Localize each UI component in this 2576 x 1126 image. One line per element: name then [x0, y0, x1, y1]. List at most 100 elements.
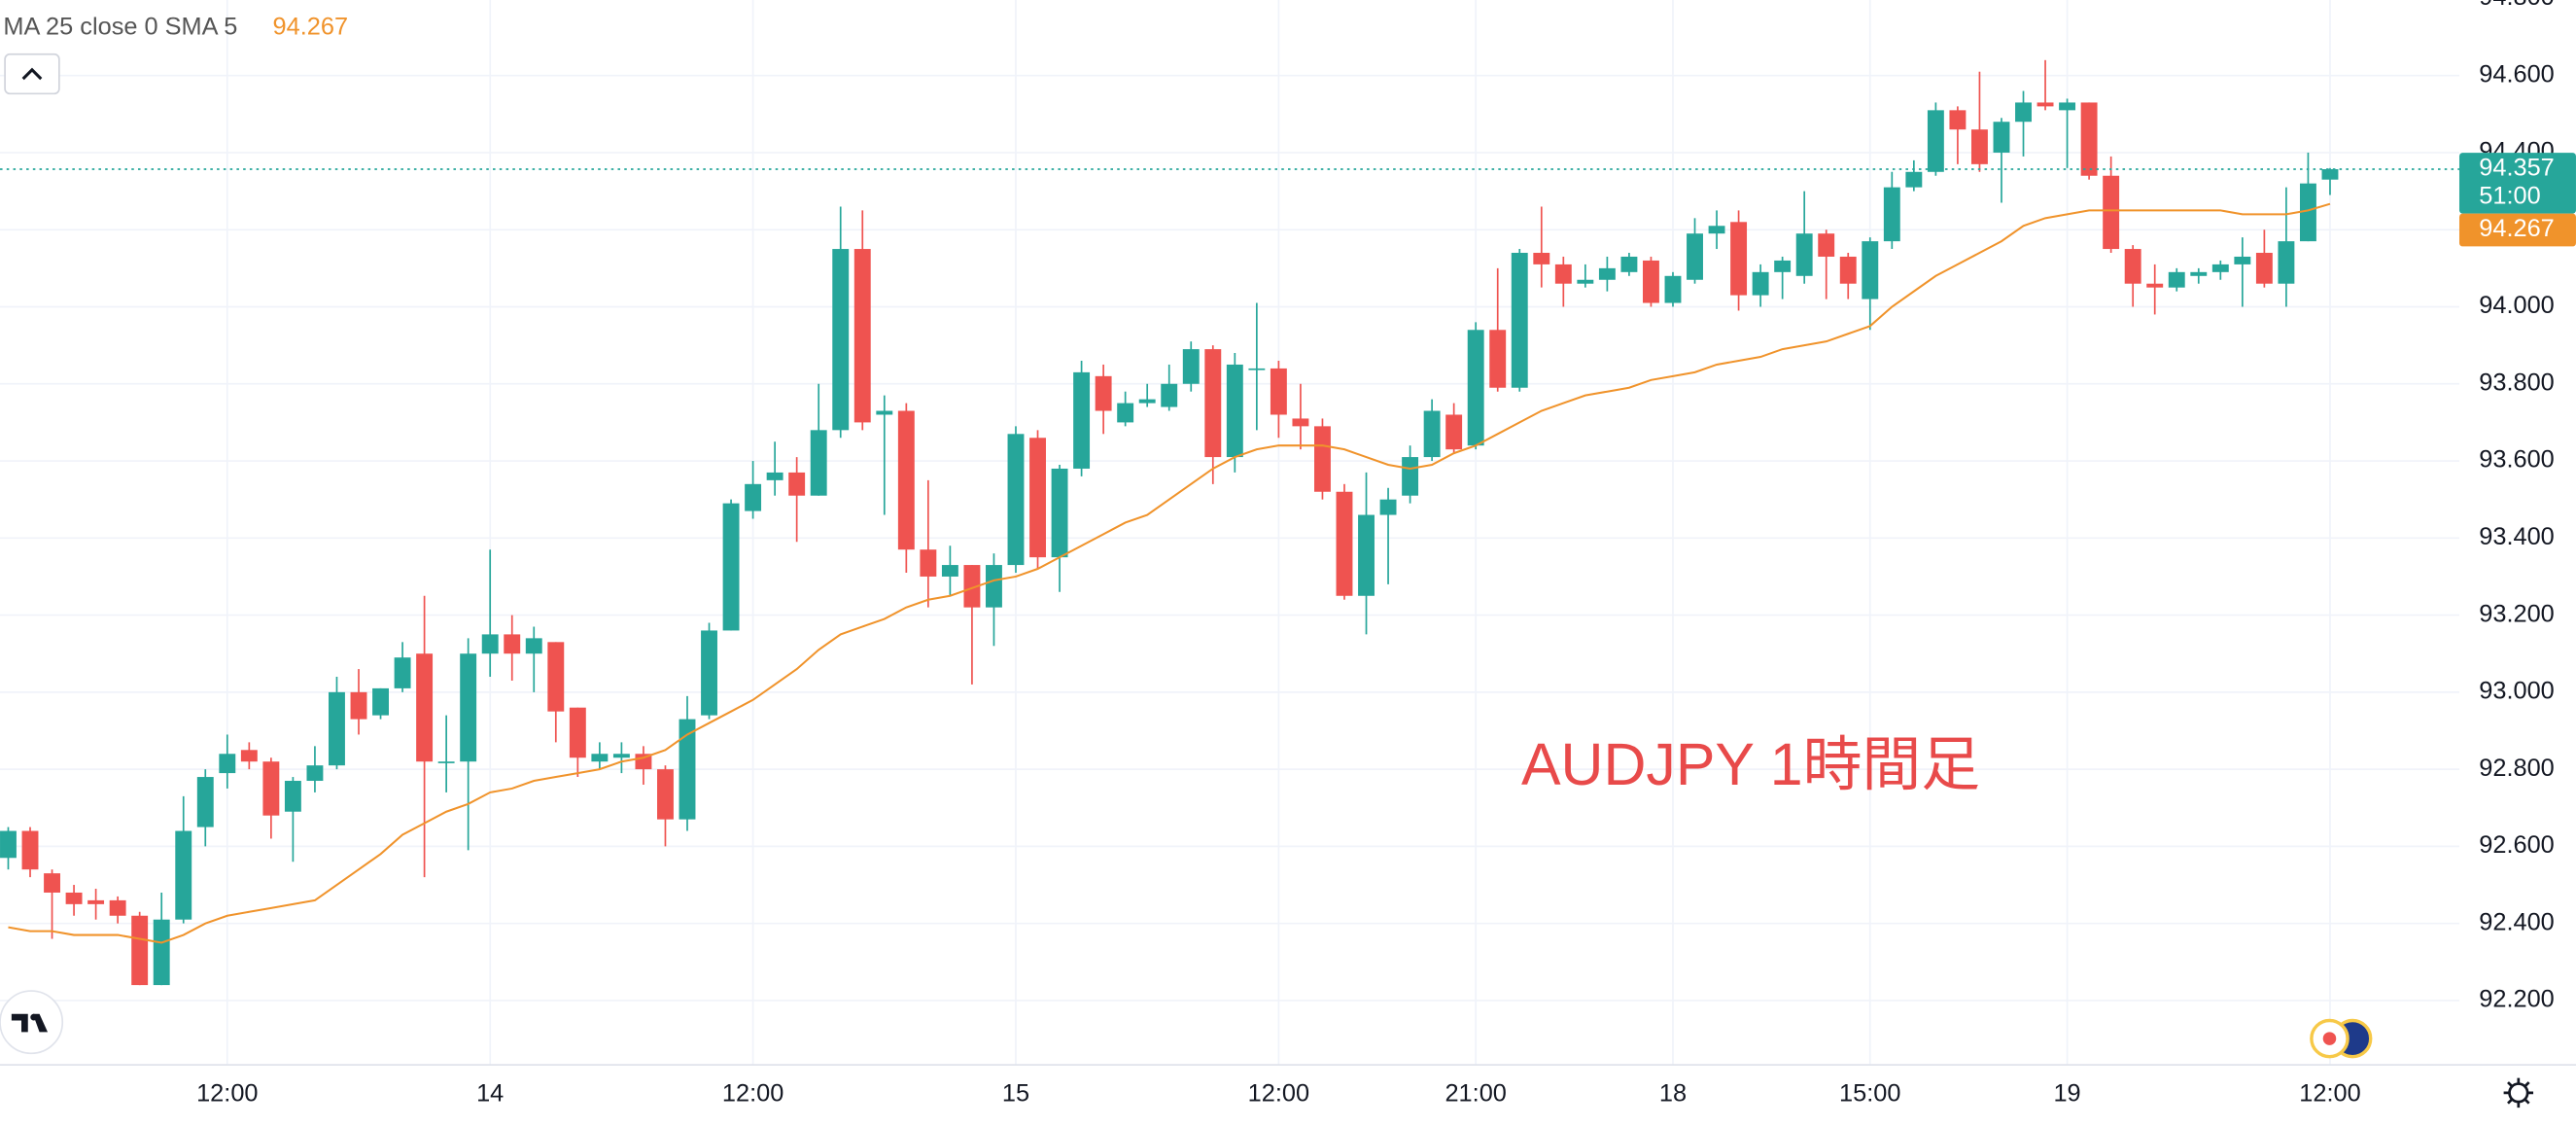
candle-body: [2015, 102, 2032, 123]
candle-body: [2234, 256, 2251, 264]
candle-body: [701, 630, 717, 716]
candle-body: [2036, 102, 2054, 107]
candle-body: [1905, 171, 1923, 188]
candle-body: [1467, 330, 1484, 446]
candle-body: [788, 472, 806, 496]
candle-body: [1533, 253, 1550, 264]
candle-body: [853, 249, 871, 423]
last-price-label: 94.357: [2479, 155, 2555, 182]
candle-body: [416, 653, 434, 762]
candle-body: [766, 472, 783, 480]
candle-body: [2278, 241, 2295, 284]
candle-body: [2124, 249, 2141, 284]
y-tick-label: 94.600: [2479, 60, 2555, 88]
candle-body: [394, 657, 411, 688]
candle-body: [1511, 253, 1528, 388]
y-tick-label: 94.000: [2479, 292, 2555, 319]
candle-body: [591, 754, 609, 762]
candle-body: [1664, 275, 1682, 303]
collapse-button[interactable]: [4, 53, 60, 95]
candle-body: [2299, 183, 2316, 242]
x-tick-label: 19: [2053, 1079, 2080, 1107]
session-icons[interactable]: [2310, 1018, 2373, 1059]
candle-body: [1314, 426, 1331, 492]
candle-body: [1161, 383, 1178, 407]
candle-body: [897, 410, 915, 550]
candle-body: [986, 565, 1002, 608]
ma-tag-label: 94.267: [2479, 215, 2555, 242]
candle-body: [1883, 187, 1900, 242]
tv-logo[interactable]: [0, 990, 64, 1055]
candle-body: [2168, 271, 2185, 288]
button-frame[interactable]: [4, 53, 60, 95]
countdown-label: 51:00: [2479, 182, 2540, 209]
candle-body: [2211, 264, 2229, 272]
candle-body: [1358, 514, 1375, 596]
grid: 92.200 92.400 92.600 92.800 93.000 93.200 93.4…: [0, 0, 2555, 1107]
x-tick-label: 14: [476, 1079, 504, 1107]
session-dot: [2322, 1032, 2337, 1045]
candle-body: [504, 634, 521, 654]
candle-body: [1182, 349, 1200, 384]
candle-body: [87, 899, 105, 904]
logo-circle[interactable]: [0, 990, 64, 1055]
candle-body: [1554, 264, 1572, 284]
plot: [0, 59, 2459, 986]
x-tick-label: 15:00: [1839, 1079, 1900, 1107]
candle-body: [1423, 410, 1441, 458]
y-tick-label: 92.400: [2479, 908, 2555, 935]
gear-teeth: [2503, 1077, 2534, 1108]
candle-body: [679, 719, 696, 820]
candle-body: [1687, 233, 1703, 280]
candle-body: [284, 781, 301, 812]
last-price-tag: [2458, 153, 2576, 214]
candle-body: [1752, 271, 1769, 296]
y-tick-label: 92.800: [2479, 755, 2555, 782]
x-tick-label: 15: [1002, 1079, 1029, 1107]
candle-body: [460, 653, 477, 762]
candle-body: [1839, 256, 1857, 284]
candle-body: [963, 565, 981, 608]
candle-body: [2321, 169, 2339, 180]
chevron-icon: [21, 67, 43, 81]
candle-body: [2059, 102, 2076, 111]
candle-body: [131, 915, 149, 986]
candle-body: [1598, 267, 1616, 280]
candle-body: [2080, 102, 2098, 176]
candle-body: [1138, 399, 1156, 404]
candle-body: [1248, 368, 1266, 370]
candle-body: [1577, 279, 1594, 284]
candle-body: [1489, 330, 1507, 388]
candle-body: [1970, 129, 1988, 164]
candle-body: [1204, 349, 1222, 458]
candle-body: [109, 899, 126, 916]
annotation: AUDJPY 1時間足: [1521, 731, 1980, 797]
gear[interactable]: [2508, 1082, 2529, 1104]
candle-body: [329, 691, 345, 766]
y-tick-label: 94.800: [2479, 0, 2555, 11]
candle-body: [481, 634, 499, 654]
y-tick-label: 92.600: [2479, 831, 2555, 859]
x-tick-label: 12:00: [2299, 1079, 2360, 1107]
candle-body: [196, 777, 214, 827]
settings-icon[interactable]: [2503, 1077, 2534, 1108]
y-tick-label: 93.800: [2479, 369, 2555, 396]
candle-body: [306, 765, 324, 782]
x-tick-label: 21:00: [1445, 1079, 1506, 1107]
candle-body: [350, 691, 367, 720]
candle-body: [1336, 491, 1353, 596]
logo-dot: [30, 1013, 38, 1021]
candle-body: [722, 503, 740, 631]
candle-body: [745, 483, 762, 511]
candle-body: [547, 642, 565, 712]
candle-body: [1073, 371, 1091, 469]
x-tick-label: 12:00: [722, 1079, 783, 1107]
x-tick-label: 12:00: [196, 1079, 258, 1107]
y-tick-label: 93.200: [2479, 600, 2555, 627]
candle-body: [1795, 233, 1813, 276]
candle-body: [219, 754, 236, 774]
candle-body: [832, 249, 850, 431]
candle-body: [153, 919, 170, 986]
